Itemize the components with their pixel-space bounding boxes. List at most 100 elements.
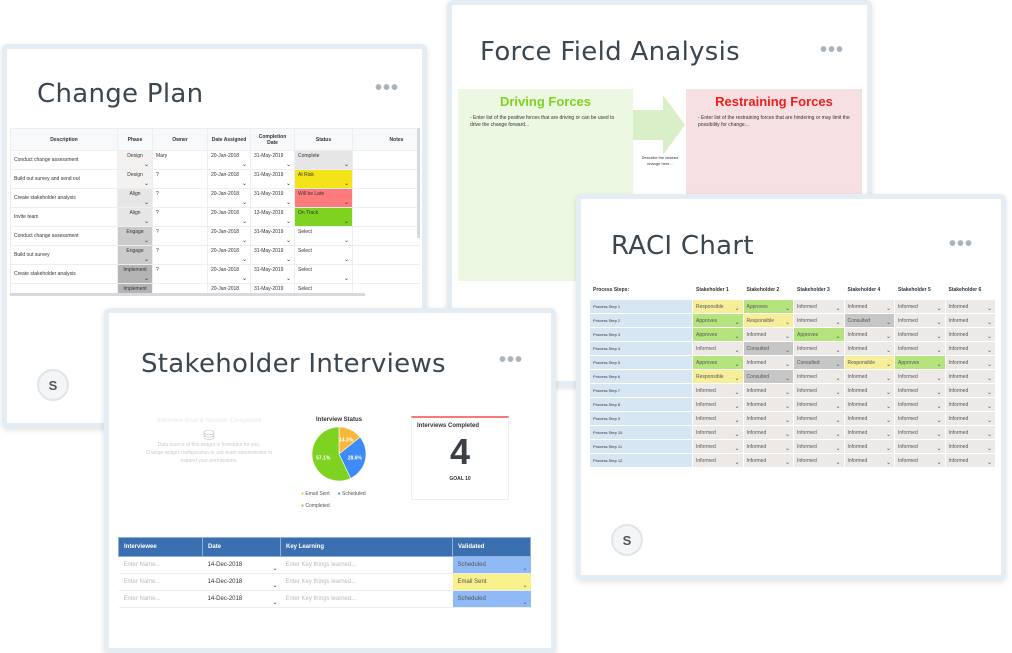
raci-select[interactable]: Informed	[894, 439, 946, 454]
status-select[interactable]: Will be Late	[294, 188, 353, 208]
legend-item[interactable]: ● Completed	[301, 500, 330, 512]
raci-select[interactable]: Informed	[843, 383, 895, 398]
raci-select[interactable]: Informed	[843, 327, 895, 342]
raci-select[interactable]: Approves	[692, 313, 744, 328]
process-step-cell[interactable]: Process Step 5	[589, 355, 693, 370]
raci-select[interactable]: Responsible	[692, 299, 744, 314]
raci-select[interactable]: Informed	[793, 411, 845, 426]
phase-select[interactable]: Design	[117, 169, 153, 189]
raci-select[interactable]: Informed	[742, 453, 794, 468]
raci-select[interactable]: Informed	[944, 439, 996, 454]
raci-select[interactable]: Informed	[843, 397, 895, 412]
raci-select[interactable]: Informed	[742, 383, 794, 398]
owner-cell[interactable]: ?	[152, 245, 208, 265]
raci-select[interactable]: Informed	[793, 397, 845, 412]
raci-select[interactable]: Informed	[894, 397, 946, 412]
owner-cell[interactable]: ?	[152, 226, 208, 246]
raci-select[interactable]: Informed	[944, 355, 996, 370]
phase-select[interactable]: Implement	[117, 264, 153, 284]
raci-select[interactable]: Informed	[944, 411, 996, 426]
validated-select[interactable]: Scheduled	[452, 590, 531, 608]
completion-date-select[interactable]: 13-May-2019	[250, 207, 295, 227]
status-select[interactable]: On Track	[294, 207, 353, 227]
status-select[interactable]: Select	[294, 264, 353, 284]
process-step-cell[interactable]: Process Step 12	[589, 453, 693, 468]
date-assigned-select[interactable]: 20-Jan-2018	[207, 226, 251, 246]
raci-select[interactable]: Informed	[944, 383, 996, 398]
interviewee-input[interactable]: Enter Name...	[118, 556, 203, 574]
raci-select[interactable]: Informed	[793, 383, 845, 398]
notes-cell[interactable]	[352, 188, 420, 208]
raci-select[interactable]: Responsible	[692, 369, 744, 384]
raci-select[interactable]: Informed	[793, 341, 845, 356]
raci-select[interactable]: Informed	[742, 439, 794, 454]
date-assigned-select[interactable]: 20-Jan-2018	[207, 150, 251, 170]
raci-select[interactable]: Informed	[894, 369, 946, 384]
raci-select[interactable]: Informed	[692, 453, 744, 468]
process-step-cell[interactable]: Process Step 9	[589, 411, 693, 426]
process-step-cell[interactable]: Process Step 8	[589, 397, 693, 412]
key-learning-input[interactable]: Enter Key things learned...	[280, 573, 453, 591]
avatar[interactable]: S	[611, 524, 643, 556]
key-learning-input[interactable]: Enter Key things learned...	[280, 590, 453, 608]
status-select[interactable]: Select	[294, 245, 353, 265]
completion-date-select[interactable]: 31-May-2019	[250, 245, 295, 265]
raci-select[interactable]: Informed	[843, 411, 895, 426]
completion-date-select[interactable]: 31-May-2019	[250, 264, 295, 284]
phase-select[interactable]: Engage	[117, 245, 153, 265]
status-select[interactable]: Select	[294, 283, 353, 296]
raci-select[interactable]: Approves	[742, 299, 794, 314]
status-select[interactable]: Complete	[294, 150, 353, 170]
phase-select[interactable]: Design	[117, 150, 153, 170]
raci-select[interactable]: Responsible	[843, 355, 895, 370]
validated-select[interactable]: Email Sent	[452, 573, 531, 591]
status-select[interactable]: At Risk	[294, 169, 353, 189]
raci-select[interactable]: Approves	[692, 355, 744, 370]
raci-select[interactable]: Informed	[944, 341, 996, 356]
raci-select[interactable]: Informed	[944, 313, 996, 328]
raci-select[interactable]: Informed	[793, 313, 845, 328]
raci-select[interactable]: Informed	[742, 327, 794, 342]
pie-slice-completed[interactable]	[311, 426, 352, 482]
raci-select[interactable]: Informed	[894, 383, 946, 398]
notes-cell[interactable]	[352, 245, 420, 265]
raci-select[interactable]: Informed	[742, 411, 794, 426]
key-learning-input[interactable]: Enter Key things learned...	[280, 556, 453, 574]
raci-select[interactable]: Informed	[894, 341, 946, 356]
raci-select[interactable]: Informed	[692, 397, 744, 412]
desired-change-text[interactable]: Describe the desired change here...	[641, 155, 679, 166]
raci-select[interactable]: Informed	[894, 411, 946, 426]
date-assigned-select[interactable]: 20-Jan-2018	[207, 169, 251, 189]
phase-select[interactable]: Engage	[117, 226, 153, 246]
more-options-icon[interactable]: •••	[375, 77, 400, 99]
interviewee-input[interactable]: Enter Name...	[118, 573, 203, 591]
process-step-cell[interactable]: Process Step 2	[589, 313, 693, 328]
more-options-icon[interactable]: •••	[949, 233, 974, 255]
raci-select[interactable]: Informed	[894, 425, 946, 440]
legend-item[interactable]: ● Email Sent	[301, 488, 330, 500]
raci-select[interactable]: Informed	[944, 299, 996, 314]
phase-select[interactable]: Implement	[117, 283, 153, 296]
notes-cell[interactable]	[352, 226, 420, 246]
raci-select[interactable]: Informed	[692, 439, 744, 454]
raci-select[interactable]: Informed	[793, 299, 845, 314]
more-options-icon[interactable]: •••	[820, 39, 845, 61]
raci-select[interactable]: Informed	[944, 425, 996, 440]
process-step-cell[interactable]: Process Step 3	[589, 327, 693, 342]
process-step-cell[interactable]: Process Step 6	[589, 369, 693, 384]
raci-select[interactable]: Informed	[944, 369, 996, 384]
raci-select[interactable]: Informed	[843, 439, 895, 454]
owner-cell[interactable]: Mary	[152, 150, 208, 170]
owner-cell[interactable]: ?	[152, 207, 208, 227]
raci-select[interactable]: Informed	[692, 341, 744, 356]
raci-select[interactable]: Informed	[843, 369, 895, 384]
completion-date-select[interactable]: 31-May-2019	[250, 188, 295, 208]
raci-select[interactable]: Informed	[894, 299, 946, 314]
process-step-cell[interactable]: Process Step 10	[589, 425, 693, 440]
notes-cell[interactable]	[352, 169, 420, 189]
raci-select[interactable]: Informed	[742, 397, 794, 412]
raci-select[interactable]: Responsible	[742, 313, 794, 328]
date-assigned-select[interactable]: 20-Jan-2018	[207, 245, 251, 265]
raci-select[interactable]: Approves	[793, 327, 845, 342]
vertical-scrollbar[interactable]	[417, 128, 420, 238]
